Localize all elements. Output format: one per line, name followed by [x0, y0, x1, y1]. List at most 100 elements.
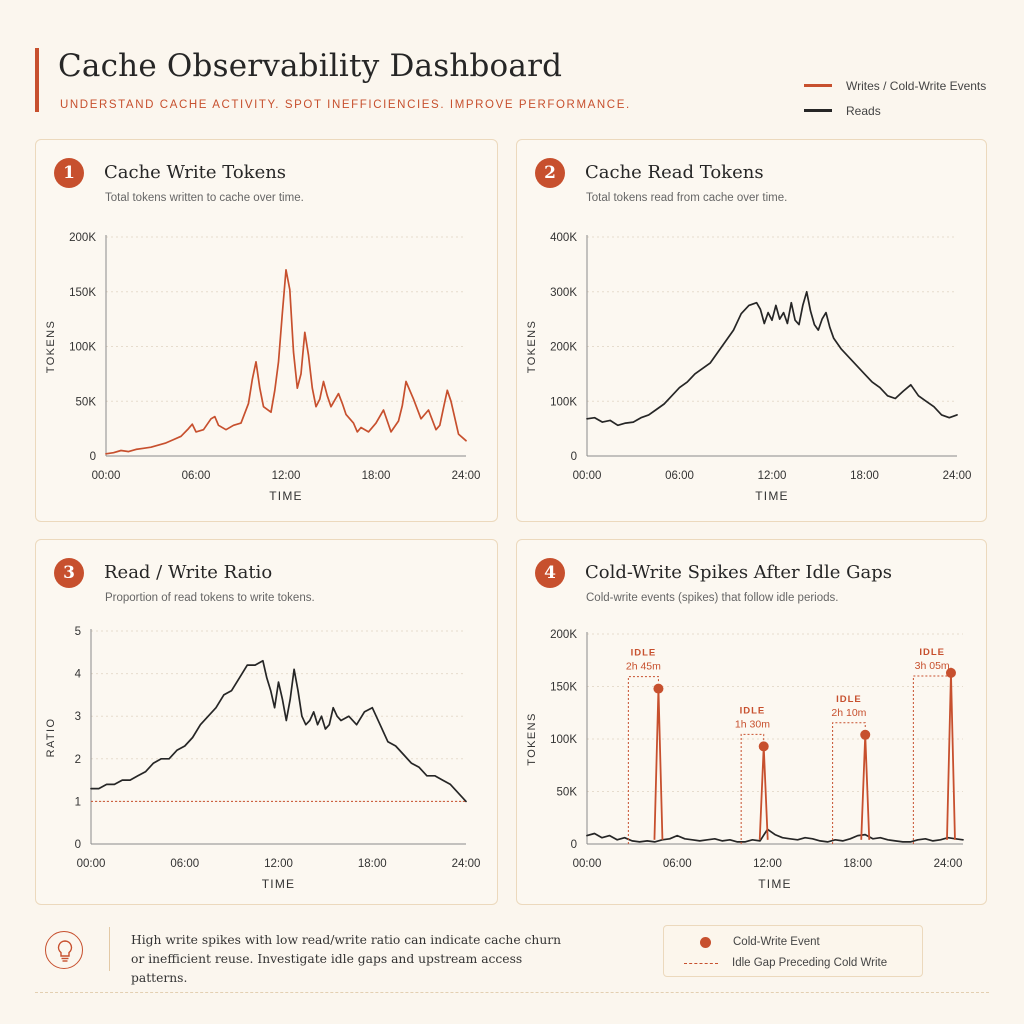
x-axis-title: TIME — [262, 877, 295, 891]
cold-write-event-marker — [860, 729, 871, 740]
y-tick-label: 3 — [75, 711, 81, 723]
idle-gap-bracket — [627, 676, 659, 844]
x-tick-label: 18:00 — [362, 470, 391, 482]
bottom-divider — [35, 992, 989, 993]
idle-gap-duration: 1h 30m — [735, 718, 770, 730]
cold-write-spike — [946, 671, 956, 840]
y-tick-label: 100K — [69, 342, 96, 354]
page-title: Cache Observability Dashboard — [58, 48, 563, 84]
y-axis-title: TOKENS — [45, 320, 57, 373]
y-tick-label: 100K — [550, 734, 577, 746]
y-tick-label: 2 — [75, 754, 81, 766]
x-tick-label: 00:00 — [573, 470, 602, 482]
cold-write-chart: 0 50K 100K 150K 200K 00:00 06:00 12:00 18:00 24:0… — [526, 629, 964, 891]
panel-title: Cache Write Tokens — [104, 162, 287, 183]
cold-write-spike — [653, 687, 664, 840]
idle-gap-label: IDLE — [836, 694, 862, 705]
panel-description: Cold-write events (spikes) that follow i… — [586, 592, 839, 604]
write-tokens-chart: 0 50K 100K 150K 200K 00:00 06:00 12:00 18:00 24:0… — [45, 232, 481, 503]
footer-divider — [109, 927, 110, 971]
idle-gap-bracket — [832, 722, 866, 844]
panel-title: Read / Write Ratio — [104, 562, 273, 583]
panel-number-badge: 2 — [535, 158, 565, 188]
x-tick-label: 24:00 — [943, 470, 972, 482]
legend-item-reads: Reads — [804, 98, 986, 123]
x-tick-label: 18:00 — [358, 858, 387, 870]
x-tick-label: 12:00 — [758, 470, 787, 482]
y-tick-label: 0 — [75, 839, 81, 851]
x-tick-label: 00:00 — [573, 858, 602, 870]
panel-number-badge: 3 — [54, 558, 84, 588]
x-tick-label: 24:00 — [452, 470, 481, 482]
ratio-chart: 0 1 2 3 4 5 00:00 06:00 12:00 18:00 24:00 TIME RATIO — [45, 626, 481, 891]
idle-gap-dash-icon — [684, 962, 718, 964]
lightbulb-icon-glyph — [57, 940, 73, 962]
legend-item-writes: Writes / Cold-Write Events — [804, 73, 986, 98]
x-tick-label: 12:00 — [272, 470, 301, 482]
x-tick-label: 00:00 — [92, 470, 121, 482]
y-tick-label: 150K — [550, 682, 577, 694]
y-tick-label: 400K — [550, 232, 577, 244]
y-tick-label: 5 — [75, 626, 81, 638]
y-tick-label: 0 — [90, 451, 96, 463]
y-tick-label: 150K — [69, 287, 96, 299]
idle-gap-label: IDLE — [919, 647, 945, 658]
x-tick-label: 18:00 — [850, 470, 879, 482]
cold-write-spike — [860, 733, 871, 840]
legend-gap-label: Idle Gap Preceding Cold Write — [732, 957, 888, 969]
y-axis-title: TOKENS — [526, 712, 538, 765]
y-tick-label: 100K — [550, 396, 577, 408]
cold-write-spike — [758, 745, 769, 840]
x-tick-label: 06:00 — [663, 858, 692, 870]
panel-cache-write-tokens: 1 Cache Write Tokens Total tokens writte… — [35, 139, 498, 522]
panel-description: Proportion of read tokens to write token… — [105, 592, 315, 604]
series-line — [105, 268, 467, 455]
x-tick-label: 18:00 — [843, 858, 872, 870]
x-axis-title: TIME — [758, 877, 791, 891]
x-tick-label: 06:00 — [182, 470, 211, 482]
x-tick-label: 12:00 — [753, 858, 782, 870]
idle-gap-bracket — [740, 733, 765, 844]
y-tick-label: 300K — [550, 287, 577, 299]
panel-description: Total tokens read from cache over time. — [586, 192, 788, 204]
idle-gap-bracket — [912, 666, 952, 844]
panel-description: Total tokens written to cache over time. — [105, 192, 304, 204]
panel-cache-read-tokens: 2 Cache Read Tokens Total tokens read fr… — [516, 139, 987, 522]
y-tick-label: 50K — [76, 396, 97, 408]
lightbulb-icon — [45, 931, 83, 969]
idle-gap-duration: 3h 05m — [915, 660, 950, 672]
legend-reads-label: Reads — [846, 103, 881, 118]
y-tick-label: 0 — [571, 839, 577, 851]
reads-swatch — [804, 109, 832, 112]
legend-cold-write-event: Cold-Write Event — [684, 936, 820, 948]
y-tick-label: 50K — [557, 787, 578, 799]
panel-number-badge: 1 — [54, 158, 84, 188]
event-legend: Cold-Write Event Idle Gap Preceding Cold… — [663, 925, 923, 977]
panel-read-write-ratio: 3 Read / Write Ratio Proportion of read … — [35, 539, 498, 905]
x-tick-label: 00:00 — [77, 858, 106, 870]
panel-cold-write-spikes: 4 Cold-Write Spikes After Idle Gaps Cold… — [516, 539, 987, 905]
footer-insight: High write spikes with low read/write ra… — [35, 925, 989, 985]
legend-idle-gap: Idle Gap Preceding Cold Write — [684, 957, 887, 969]
panel-number-badge: 4 — [535, 558, 565, 588]
legend-writes-label: Writes / Cold-Write Events — [846, 78, 987, 93]
footer-text: High write spikes with low read/write ra… — [131, 933, 562, 985]
cold-write-event-marker — [758, 741, 769, 752]
y-tick-label: 1 — [75, 796, 81, 808]
x-tick-label: 24:00 — [934, 858, 963, 870]
panel-title: Cache Read Tokens — [585, 162, 764, 183]
idle-gap-label: IDLE — [631, 648, 657, 659]
x-tick-label: 24:00 — [452, 858, 481, 870]
idle-gap-label: IDLE — [740, 705, 766, 716]
x-tick-label: 06:00 — [665, 470, 694, 482]
top-legend: Writes / Cold-Write Events Reads — [804, 73, 986, 123]
y-axis-title: TOKENS — [526, 320, 538, 373]
x-tick-label: 06:00 — [170, 858, 199, 870]
writes-swatch — [804, 84, 832, 87]
cold-write-event-marker — [653, 683, 664, 694]
cold-write-dot-icon — [700, 936, 711, 948]
idle-gap-duration: 2h 10m — [831, 707, 866, 719]
series-line — [586, 828, 964, 843]
header-accent-bar — [35, 48, 39, 112]
series-line — [90, 659, 467, 803]
